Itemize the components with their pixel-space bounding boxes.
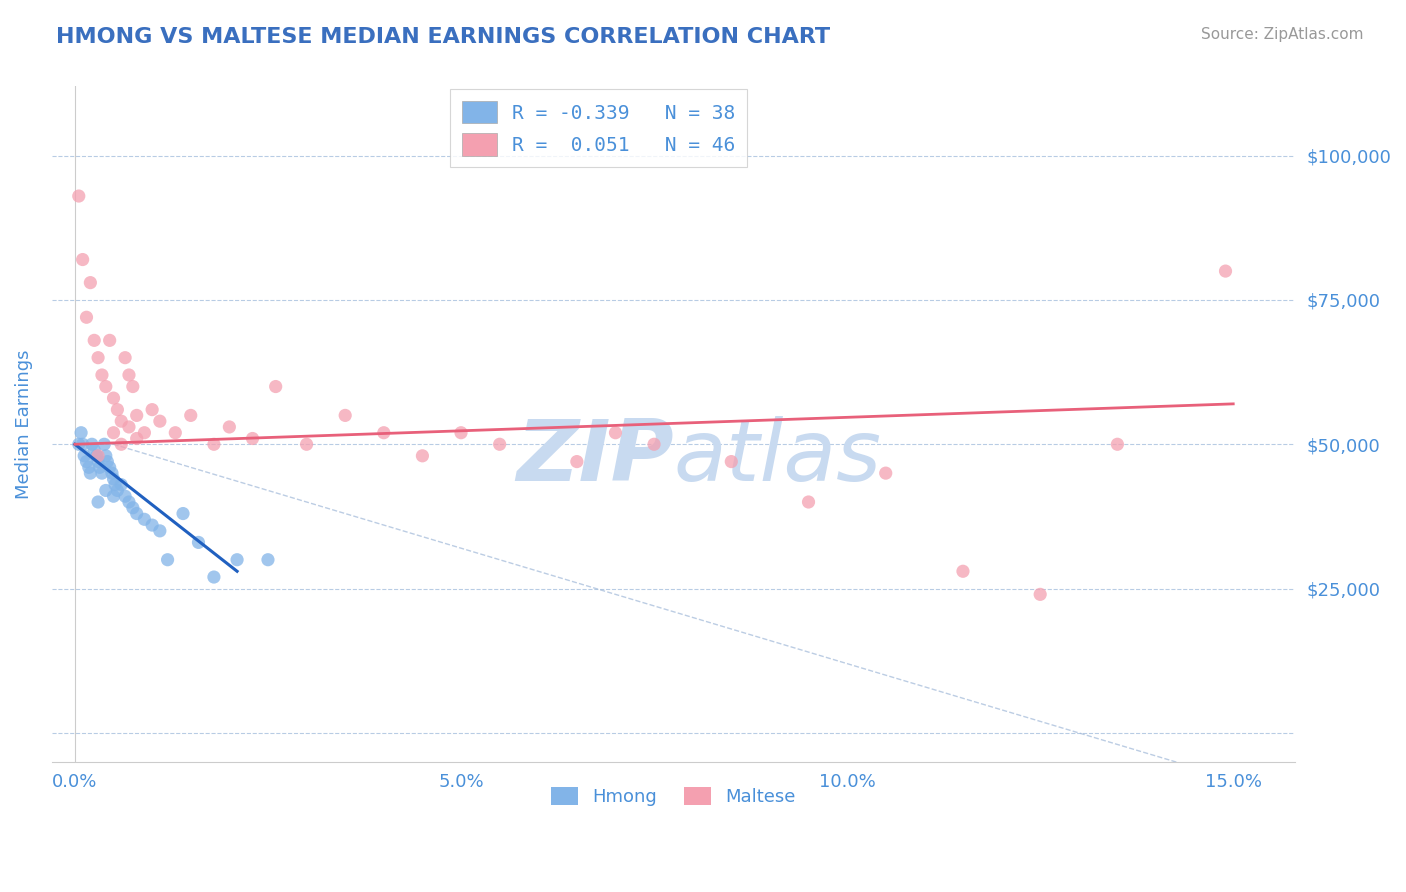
Point <box>79 466 101 480</box>
Point <box>98 334 121 348</box>
Point <box>605 425 627 440</box>
Point <box>67 189 90 203</box>
Point <box>149 524 172 538</box>
Point <box>121 500 143 515</box>
Y-axis label: Median Earnings: Median Earnings <box>15 350 32 499</box>
Point <box>125 432 148 446</box>
Point <box>335 409 357 423</box>
Point <box>1029 587 1052 601</box>
Point <box>83 443 105 458</box>
Point <box>134 512 156 526</box>
Point <box>80 437 103 451</box>
Point <box>202 570 225 584</box>
Point <box>125 409 148 423</box>
Point <box>79 276 101 290</box>
Point <box>373 425 395 440</box>
Point <box>118 368 141 382</box>
Point <box>94 483 117 498</box>
Text: ZIP: ZIP <box>516 417 673 500</box>
Point <box>1107 437 1129 451</box>
Point <box>114 489 136 503</box>
Point <box>156 552 179 566</box>
Point <box>257 552 280 566</box>
Point <box>118 495 141 509</box>
Point <box>450 425 472 440</box>
Text: atlas: atlas <box>673 417 882 500</box>
Point <box>103 472 125 486</box>
Point <box>797 495 820 509</box>
Point <box>91 466 114 480</box>
Point <box>86 449 108 463</box>
Text: Source: ZipAtlas.com: Source: ZipAtlas.com <box>1201 27 1364 42</box>
Point <box>141 402 163 417</box>
Point <box>295 437 318 451</box>
Point <box>96 454 118 468</box>
Point <box>134 425 156 440</box>
Point <box>1215 264 1237 278</box>
Point <box>180 409 202 423</box>
Point <box>121 379 143 393</box>
Point <box>488 437 510 451</box>
Point <box>72 252 94 267</box>
Point <box>73 449 96 463</box>
Point <box>565 454 588 468</box>
Point <box>94 449 117 463</box>
Point <box>105 402 128 417</box>
Point <box>110 414 132 428</box>
Point <box>67 437 90 451</box>
Point <box>104 477 127 491</box>
Point <box>110 437 132 451</box>
Point <box>218 420 240 434</box>
Point <box>226 552 249 566</box>
Point <box>114 351 136 365</box>
Point <box>202 437 225 451</box>
Point <box>76 310 98 325</box>
Point <box>77 460 100 475</box>
Point <box>103 425 125 440</box>
Point <box>103 489 125 503</box>
Point <box>98 460 121 475</box>
Point <box>242 432 264 446</box>
Point <box>720 454 742 468</box>
Point <box>149 414 172 428</box>
Point <box>94 379 117 393</box>
Point <box>103 391 125 405</box>
Point <box>172 507 194 521</box>
Point <box>411 449 433 463</box>
Point <box>165 425 187 440</box>
Point <box>264 379 287 393</box>
Point <box>952 564 974 578</box>
Point <box>70 425 93 440</box>
Point <box>87 449 110 463</box>
Point <box>187 535 209 549</box>
Point <box>87 351 110 365</box>
Point <box>93 437 115 451</box>
Point <box>101 466 124 480</box>
Point <box>72 437 94 451</box>
Point <box>89 460 111 475</box>
Point <box>125 507 148 521</box>
Point <box>875 466 897 480</box>
Point <box>105 483 128 498</box>
Point <box>110 477 132 491</box>
Point <box>141 518 163 533</box>
Legend: Hmong, Maltese: Hmong, Maltese <box>544 780 803 814</box>
Point <box>643 437 665 451</box>
Point <box>91 368 114 382</box>
Point <box>118 420 141 434</box>
Point <box>87 495 110 509</box>
Text: HMONG VS MALTESE MEDIAN EARNINGS CORRELATION CHART: HMONG VS MALTESE MEDIAN EARNINGS CORRELA… <box>56 27 831 46</box>
Point <box>76 454 98 468</box>
Point <box>87 454 110 468</box>
Point <box>83 334 105 348</box>
